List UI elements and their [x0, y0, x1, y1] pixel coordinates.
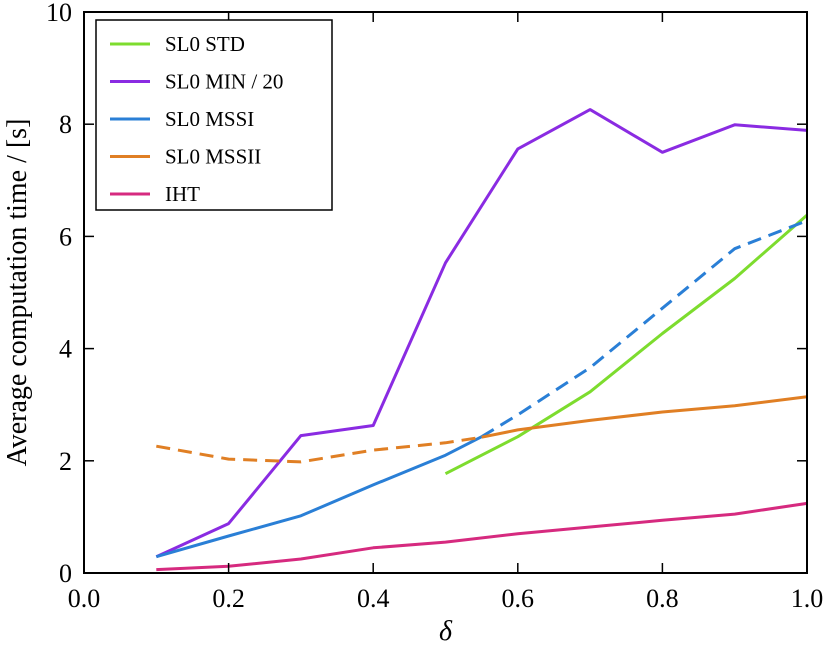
ticks-layer: 0.0 0.2 0.4 0.6 0.8 1.0 0 2 4 6 8 10 [46, 0, 823, 613]
x-tick-label: 0.4 [357, 584, 390, 613]
y-tick-label: 2 [59, 447, 72, 476]
series-line-iht-solid [156, 501, 808, 572]
x-tick-label: 1.0 [791, 584, 824, 613]
series-line-sl0-mssi-dashed [480, 219, 808, 438]
legend: SL0 STD SL0 MIN / 20 SL0 MSSI SL0 MSSII IHT [95, 19, 333, 211]
x-tick-label: 0.8 [646, 584, 679, 613]
series-line-sl0-mssii-dashed [156, 435, 482, 464]
y-tick-label: 0 [59, 559, 72, 588]
legend-label-sl0-std: SL0 STD [165, 32, 245, 56]
y-axis-label: Average computation time / [s] [2, 119, 33, 467]
legend-label-sl0-min-20: SL0 MIN / 20 [165, 70, 283, 94]
legend-label-sl0-mssii: SL0 MSSII [165, 145, 261, 169]
series-line-sl0-min-20-solid [155, 108, 808, 559]
x-tick-label: 0.0 [68, 584, 101, 613]
y-tick-label: 6 [59, 222, 72, 251]
x-tick-label: 0.6 [502, 584, 535, 613]
y-tick-label: 10 [46, 0, 72, 27]
y-tick-label: 4 [59, 335, 72, 364]
y-tick-label: 8 [59, 110, 72, 139]
series-layer [155, 108, 808, 572]
series-line-sl0-mssii-solid [481, 395, 808, 439]
legend-label-sl0-mssi: SL0 MSSI [165, 107, 254, 131]
x-tick-label: 0.2 [212, 584, 245, 613]
plot-frame [83, 11, 808, 574]
series-line-sl0-mssi-solid [155, 435, 483, 559]
x-axis-label: δ [439, 616, 453, 645]
series-line-sl0-std-solid [444, 213, 808, 476]
legend-label-iht: IHT [165, 182, 200, 206]
legend-box [95, 19, 333, 211]
